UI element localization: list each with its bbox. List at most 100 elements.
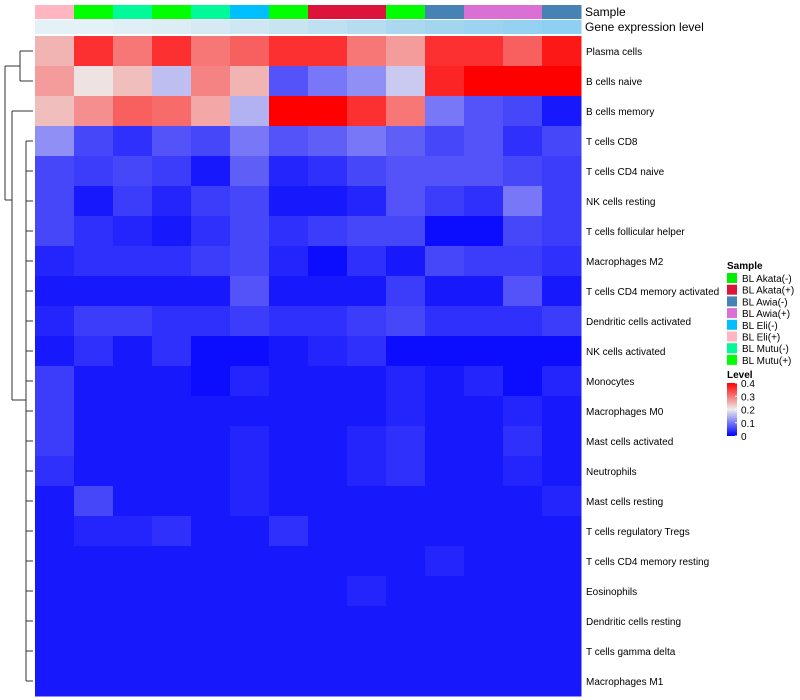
legend-sample-label: BL Akata(+): [742, 286, 794, 297]
heatmap-cell: [74, 486, 114, 517]
legend-sample-swatch: [727, 343, 737, 354]
heatmap-cell: [191, 66, 231, 97]
heatmap-cell: [152, 636, 192, 667]
heatmap-cell: [35, 366, 75, 397]
row-label: Monocytes: [586, 377, 634, 388]
heatmap-cell: [74, 246, 114, 277]
heatmap-cell: [269, 306, 309, 337]
legend-level-tick-label: 0: [741, 432, 747, 443]
row-label: Dendritic cells activated: [586, 317, 691, 328]
heatmap-cell: [152, 366, 192, 397]
gene-expression-level-cell: [113, 20, 153, 34]
heatmap-cell: [113, 36, 153, 67]
heatmap-cell: [347, 636, 387, 667]
heatmap-cell: [152, 306, 192, 337]
heatmap-cell: [113, 426, 153, 457]
heatmap-cell: [386, 546, 426, 577]
heatmap-cell: [191, 666, 231, 697]
heatmap-cell: [74, 336, 114, 367]
heatmap-cell: [269, 516, 309, 547]
heatmap-cell: [503, 516, 543, 547]
heatmap-cell: [464, 336, 504, 367]
heatmap-cell: [308, 126, 348, 157]
heatmap-cell: [386, 516, 426, 547]
legend-level-ticks: 0.4 0.3 0.2 0.1 0: [735, 379, 755, 443]
heatmap-cell: [347, 306, 387, 337]
heatmap-cell: [152, 516, 192, 547]
heatmap-cell: [386, 426, 426, 457]
heatmap-cell: [464, 576, 504, 607]
heatmap-cell: [74, 396, 114, 427]
heatmap-cell: [425, 306, 465, 337]
heatmap-cell: [74, 216, 114, 247]
sample-annotation-cell: [464, 5, 504, 19]
heatmap-cell: [386, 486, 426, 517]
heatmap-cell: [503, 546, 543, 577]
heatmap-cells: [35, 36, 582, 697]
heatmap-cell: [113, 306, 153, 337]
heatmap-cell: [503, 336, 543, 367]
heatmap-cell: [35, 666, 75, 697]
heatmap-cell: [503, 156, 543, 187]
heatmap-cell: [503, 186, 543, 217]
heatmap-cell: [542, 276, 582, 307]
heatmap-cell: [347, 156, 387, 187]
heatmap-cell: [191, 516, 231, 547]
heatmap-cell: [191, 216, 231, 247]
heatmap-cell: [74, 126, 114, 157]
legend-sample-label: BL Akata(-): [742, 274, 792, 285]
heatmap-cell: [386, 576, 426, 607]
heatmap-cell: [386, 366, 426, 397]
heatmap-cell: [464, 126, 504, 157]
heatmap-cell: [230, 516, 270, 547]
heatmap-cell: [230, 486, 270, 517]
heatmap-cell: [35, 636, 75, 667]
heatmap-cell: [35, 216, 75, 247]
heatmap-cell: [35, 546, 75, 577]
heatmap-cell: [464, 546, 504, 577]
heatmap-cell: [230, 186, 270, 217]
heatmap-cell: [230, 246, 270, 277]
heatmap-cell: [269, 576, 309, 607]
heatmap-cell: [308, 216, 348, 247]
heatmap-cell: [74, 516, 114, 547]
sample-annotation-cell: [308, 5, 348, 19]
heatmap-cell: [269, 36, 309, 67]
heatmap-cell: [503, 36, 543, 67]
heatmap-cell: [230, 66, 270, 97]
heatmap-cell: [542, 636, 582, 667]
heatmap-cell: [386, 336, 426, 367]
heatmap-cell: [191, 96, 231, 127]
legend-sample-swatch: [727, 354, 737, 365]
sample-annotation-cell: [113, 5, 153, 19]
heatmap-cell: [230, 636, 270, 667]
heatmap-cell: [191, 36, 231, 67]
gene-expression-level-cell: [230, 20, 270, 34]
row-label: T cells follicular helper: [586, 227, 685, 238]
heatmap-cell: [35, 156, 75, 187]
heatmap-cell: [542, 156, 582, 187]
row-label: T cells CD8: [586, 137, 638, 148]
legend-level-colorbar: [727, 383, 737, 436]
legend-sample-label: BL Mutu(-): [742, 344, 789, 355]
heatmap-cell: [425, 186, 465, 217]
heatmap-cell: [191, 276, 231, 307]
heatmap-cell: [542, 126, 582, 157]
heatmap-cell: [503, 246, 543, 277]
heatmap-cell: [113, 636, 153, 667]
heatmap-cell: [386, 636, 426, 667]
heatmap-cell: [347, 576, 387, 607]
heatmap-cell: [542, 576, 582, 607]
heatmap-cell: [113, 606, 153, 637]
row-label: Macrophages M1: [586, 677, 664, 688]
legend-level-title: Level: [727, 370, 753, 381]
heatmap-cell: [347, 216, 387, 247]
sample-annotation-bar: [35, 5, 582, 19]
heatmap-cell: [230, 336, 270, 367]
sample-annotation-cell: [152, 5, 192, 19]
heatmap-cell: [113, 126, 153, 157]
heatmap-cell: [269, 546, 309, 577]
heatmap-cell: [347, 456, 387, 487]
heatmap-cell: [386, 246, 426, 277]
heatmap-cell: [503, 306, 543, 337]
